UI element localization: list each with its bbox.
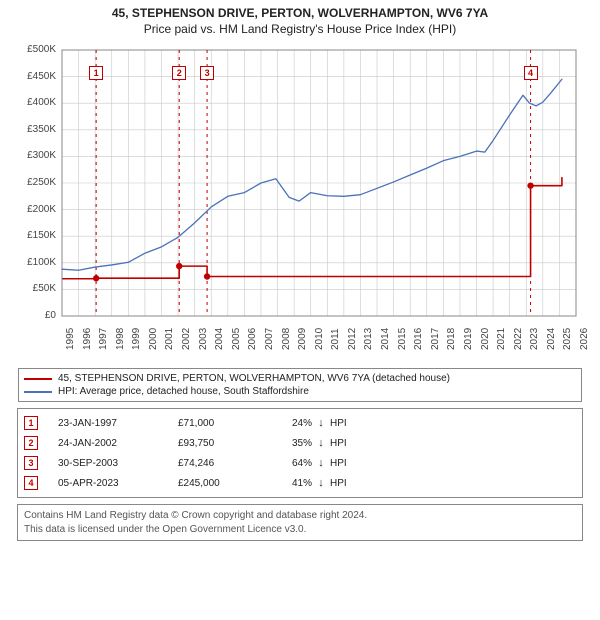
attribution-footer: Contains HM Land Registry data © Crown c…: [17, 504, 583, 541]
arrow-down-icon: ↓: [312, 437, 330, 449]
x-axis-label: 2008: [281, 328, 292, 350]
x-axis-label: 2014: [380, 328, 391, 350]
event-tag: HPI: [330, 438, 347, 449]
x-axis-label: 2005: [231, 328, 242, 350]
x-axis-label: 2003: [198, 328, 209, 350]
event-delta: 41%: [268, 478, 312, 489]
x-axis-label: 2001: [164, 328, 175, 350]
x-axis-label: 2017: [430, 328, 441, 350]
x-axis-label: 2026: [579, 328, 590, 350]
x-axis-label: 2023: [529, 328, 540, 350]
event-tag: HPI: [330, 418, 347, 429]
event-date: 24-JAN-2002: [58, 438, 178, 449]
footer-line: This data is licensed under the Open Gov…: [24, 523, 576, 537]
x-axis-label: 2018: [446, 328, 457, 350]
event-marker: 3: [24, 456, 38, 470]
event-marker: 4: [524, 66, 538, 80]
x-axis-label: 2021: [496, 328, 507, 350]
price-chart: £0 £50K £100K £150K £200K £250K £300K £350K £400…: [20, 42, 580, 362]
x-axis-label: 2020: [480, 328, 491, 350]
x-axis-label: 1995: [65, 328, 76, 350]
y-axis-label: £200K: [20, 204, 56, 215]
event-marker: 2: [172, 66, 186, 80]
event-delta: 35%: [268, 438, 312, 449]
arrow-down-icon: ↓: [312, 457, 330, 469]
x-axis-label: 2002: [181, 328, 192, 350]
event-delta: 24%: [268, 418, 312, 429]
event-delta: 64%: [268, 458, 312, 469]
x-axis-label: 2016: [413, 328, 424, 350]
x-axis-label: 2006: [247, 328, 258, 350]
y-axis-label: £450K: [20, 71, 56, 82]
x-axis-label: 2024: [546, 328, 557, 350]
x-axis-label: 1997: [98, 328, 109, 350]
event-row: 4 05-APR-2023£245,00041%↓HPI: [24, 473, 576, 493]
x-axis-label: 2013: [363, 328, 374, 350]
x-axis-label: 2000: [148, 328, 159, 350]
event-tag: HPI: [330, 458, 347, 469]
event-marker: 3: [200, 66, 214, 80]
x-axis-label: 2009: [297, 328, 308, 350]
event-marker: 4: [24, 476, 38, 490]
x-axis-label: 2007: [264, 328, 275, 350]
arrow-down-icon: ↓: [312, 477, 330, 489]
event-price: £93,750: [178, 438, 268, 449]
legend: 45, STEPHENSON DRIVE, PERTON, WOLVERHAMP…: [18, 368, 582, 402]
y-axis-label: £100K: [20, 257, 56, 268]
x-axis-label: 1996: [82, 328, 93, 350]
page-title: 45, STEPHENSON DRIVE, PERTON, WOLVERHAMP…: [4, 6, 596, 20]
legend-label: 45, STEPHENSON DRIVE, PERTON, WOLVERHAMP…: [58, 373, 450, 384]
x-axis-label: 2022: [513, 328, 524, 350]
x-axis-label: 2004: [214, 328, 225, 350]
arrow-down-icon: ↓: [312, 417, 330, 429]
event-row: 3 30-SEP-2003£74,24664%↓HPI: [24, 453, 576, 473]
y-axis-label: £150K: [20, 230, 56, 241]
x-axis-label: 1999: [131, 328, 142, 350]
event-date: 05-APR-2023: [58, 478, 178, 489]
legend-swatch: [24, 391, 52, 393]
legend-swatch: [24, 378, 52, 380]
event-row: 2 24-JAN-2002£93,75035%↓HPI: [24, 433, 576, 453]
event-date: 23-JAN-1997: [58, 418, 178, 429]
y-axis-label: £300K: [20, 150, 56, 161]
x-axis-label: 2019: [463, 328, 474, 350]
event-price: £245,000: [178, 478, 268, 489]
y-axis-label: £400K: [20, 97, 56, 108]
y-axis-label: £250K: [20, 177, 56, 188]
y-axis-label: £50K: [20, 283, 56, 294]
x-axis-label: 2011: [330, 328, 341, 350]
legend-row: 45, STEPHENSON DRIVE, PERTON, WOLVERHAMP…: [24, 372, 576, 385]
y-axis-label: £0: [20, 310, 56, 321]
event-marker: 1: [89, 66, 103, 80]
x-axis-label: 2015: [397, 328, 408, 350]
event-marker: 1: [24, 416, 38, 430]
x-axis-label: 2010: [314, 328, 325, 350]
x-axis-label: 2012: [347, 328, 358, 350]
event-price: £74,246: [178, 458, 268, 469]
y-axis-label: £350K: [20, 124, 56, 135]
x-axis-label: 2025: [562, 328, 573, 350]
y-axis-label: £500K: [20, 44, 56, 55]
event-date: 30-SEP-2003: [58, 458, 178, 469]
legend-label: HPI: Average price, detached house, Sout…: [58, 386, 309, 397]
event-tag: HPI: [330, 478, 347, 489]
event-marker: 2: [24, 436, 38, 450]
events-table: 123-JAN-1997£71,00024%↓HPI224-JAN-2002£9…: [17, 408, 583, 498]
x-axis-label: 1998: [115, 328, 126, 350]
legend-row: HPI: Average price, detached house, Sout…: [24, 385, 576, 398]
event-row: 1 23-JAN-1997£71,00024%↓HPI: [24, 413, 576, 433]
page-subtitle: Price paid vs. HM Land Registry's House …: [4, 22, 596, 36]
footer-line: Contains HM Land Registry data © Crown c…: [24, 509, 576, 523]
event-price: £71,000: [178, 418, 268, 429]
